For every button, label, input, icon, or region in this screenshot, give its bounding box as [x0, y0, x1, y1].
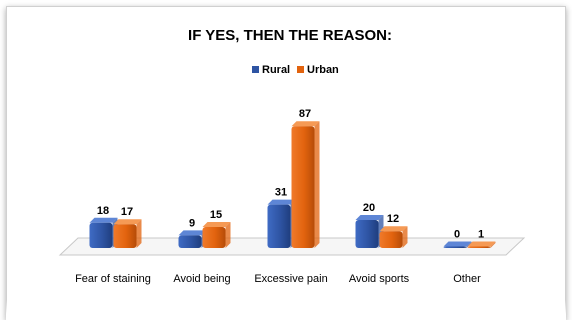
- bar-side-face: [314, 121, 320, 248]
- bar-top-face: [178, 230, 207, 236]
- value-label: 15: [210, 209, 222, 221]
- bar-top-face: [267, 199, 296, 205]
- legend-label-urban: Urban: [307, 64, 339, 76]
- bar-side-face: [225, 222, 231, 248]
- bar-urban: [113, 219, 142, 248]
- bar-top-face: [291, 121, 320, 127]
- bar-top-face: [443, 241, 472, 247]
- legend-swatch-rural: [252, 66, 259, 73]
- bar-front-face: [467, 246, 491, 248]
- bar-side-face: [402, 226, 408, 248]
- bar-front-face: [113, 224, 137, 248]
- bar-top-face: [202, 222, 231, 227]
- bar-front-face: [291, 126, 315, 248]
- legend: Rural Urban: [252, 64, 339, 76]
- value-label: 9: [189, 217, 195, 229]
- value-label: 1: [478, 229, 484, 241]
- chart-title: IF YES, THEN THE REASON:: [188, 27, 392, 44]
- bar-top-face: [355, 215, 384, 220]
- bottom-fade: [6, 300, 566, 320]
- category-label: Other: [453, 273, 481, 285]
- bar-front-face: [355, 220, 379, 248]
- bar-top-face: [113, 219, 142, 225]
- bar-rural: [267, 199, 296, 248]
- category-labels-group: Fear of staining Avoid being Excessive pai…: [75, 273, 481, 285]
- bar-rural: [355, 215, 384, 248]
- bar-top-face: [89, 217, 118, 223]
- bar-top-face: [379, 226, 408, 232]
- bar-rural: [89, 217, 118, 248]
- value-label: 12: [387, 213, 399, 225]
- bar-top-face: [467, 241, 496, 247]
- bar-front-face: [178, 235, 202, 248]
- value-label: 17: [121, 206, 133, 218]
- category-label: Avoid sports: [349, 273, 410, 285]
- bar-urban: [291, 121, 320, 248]
- value-label: 31: [275, 187, 287, 199]
- bar-rural: [443, 241, 472, 248]
- value-label: 20: [363, 202, 375, 214]
- bar-urban: [379, 226, 408, 248]
- legend-swatch-urban: [297, 66, 304, 73]
- bar-front-face: [89, 222, 113, 248]
- bar-rural: [178, 230, 207, 248]
- value-label: 0: [454, 229, 460, 241]
- bar-front-face: [267, 204, 291, 248]
- value-labels-group: 18 17 9 15 31 87 20 12 0 1: [97, 108, 484, 240]
- bar-front-face: [202, 227, 226, 248]
- legend-label-rural: Rural: [262, 64, 290, 76]
- value-label: 18: [97, 205, 109, 217]
- bar-side-face: [136, 219, 142, 248]
- category-label: Fear of staining: [75, 273, 151, 285]
- category-label: Avoid being: [173, 273, 230, 285]
- bar-urban: [202, 222, 231, 248]
- bar-urban: [467, 241, 496, 248]
- bar-front-face: [379, 231, 403, 248]
- value-label: 87: [299, 108, 311, 120]
- chart-frame: [6, 6, 566, 320]
- bar-front-face: [443, 246, 467, 248]
- bars-group: [89, 121, 496, 248]
- bar-side-face: [490, 241, 496, 248]
- category-label: Excessive pain: [254, 273, 327, 285]
